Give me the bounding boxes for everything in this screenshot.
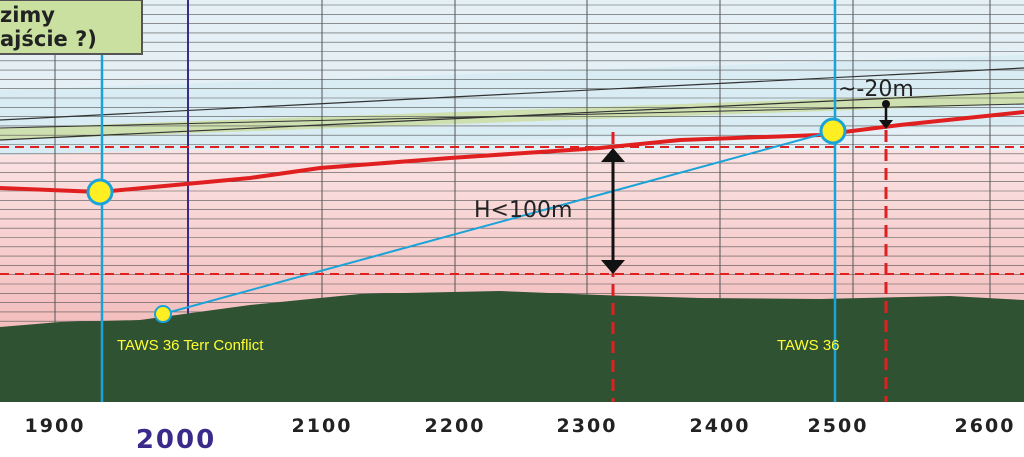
- point: [154, 305, 172, 323]
- axis-label: 2300: [557, 415, 618, 437]
- highlight-label: 2000: [136, 425, 216, 455]
- taws-line: [162, 130, 834, 315]
- axis-label: 2600: [955, 415, 1016, 437]
- axis-area: [0, 402, 1024, 457]
- height-label: H<100m: [474, 198, 572, 223]
- slope-line: [0, 103, 1024, 129]
- arrow-head: [601, 260, 625, 274]
- flight-path: [0, 110, 1024, 195]
- point: [86, 178, 114, 206]
- point: [819, 117, 847, 145]
- axis-label: 1900: [25, 415, 86, 437]
- slope-line: [0, 67, 1024, 121]
- terrain: [0, 291, 1024, 402]
- margin-label: ~-20m: [838, 77, 914, 102]
- taws-label: TAWS 36: [777, 337, 840, 354]
- arrow-dot: [882, 100, 890, 108]
- axis-label: 2200: [425, 415, 486, 437]
- arrow-head: [601, 148, 625, 162]
- conflict-label: TAWS 36 Terr Conflict: [117, 337, 264, 354]
- box-text: ajście ?): [0, 27, 97, 51]
- axis-label: 2400: [690, 415, 751, 437]
- axis-label: 2100: [292, 415, 353, 437]
- label-box: [0, 0, 143, 55]
- axis-label: 2500: [808, 415, 869, 437]
- arrow-head: [879, 120, 893, 129]
- box-text: zimy: [0, 3, 55, 27]
